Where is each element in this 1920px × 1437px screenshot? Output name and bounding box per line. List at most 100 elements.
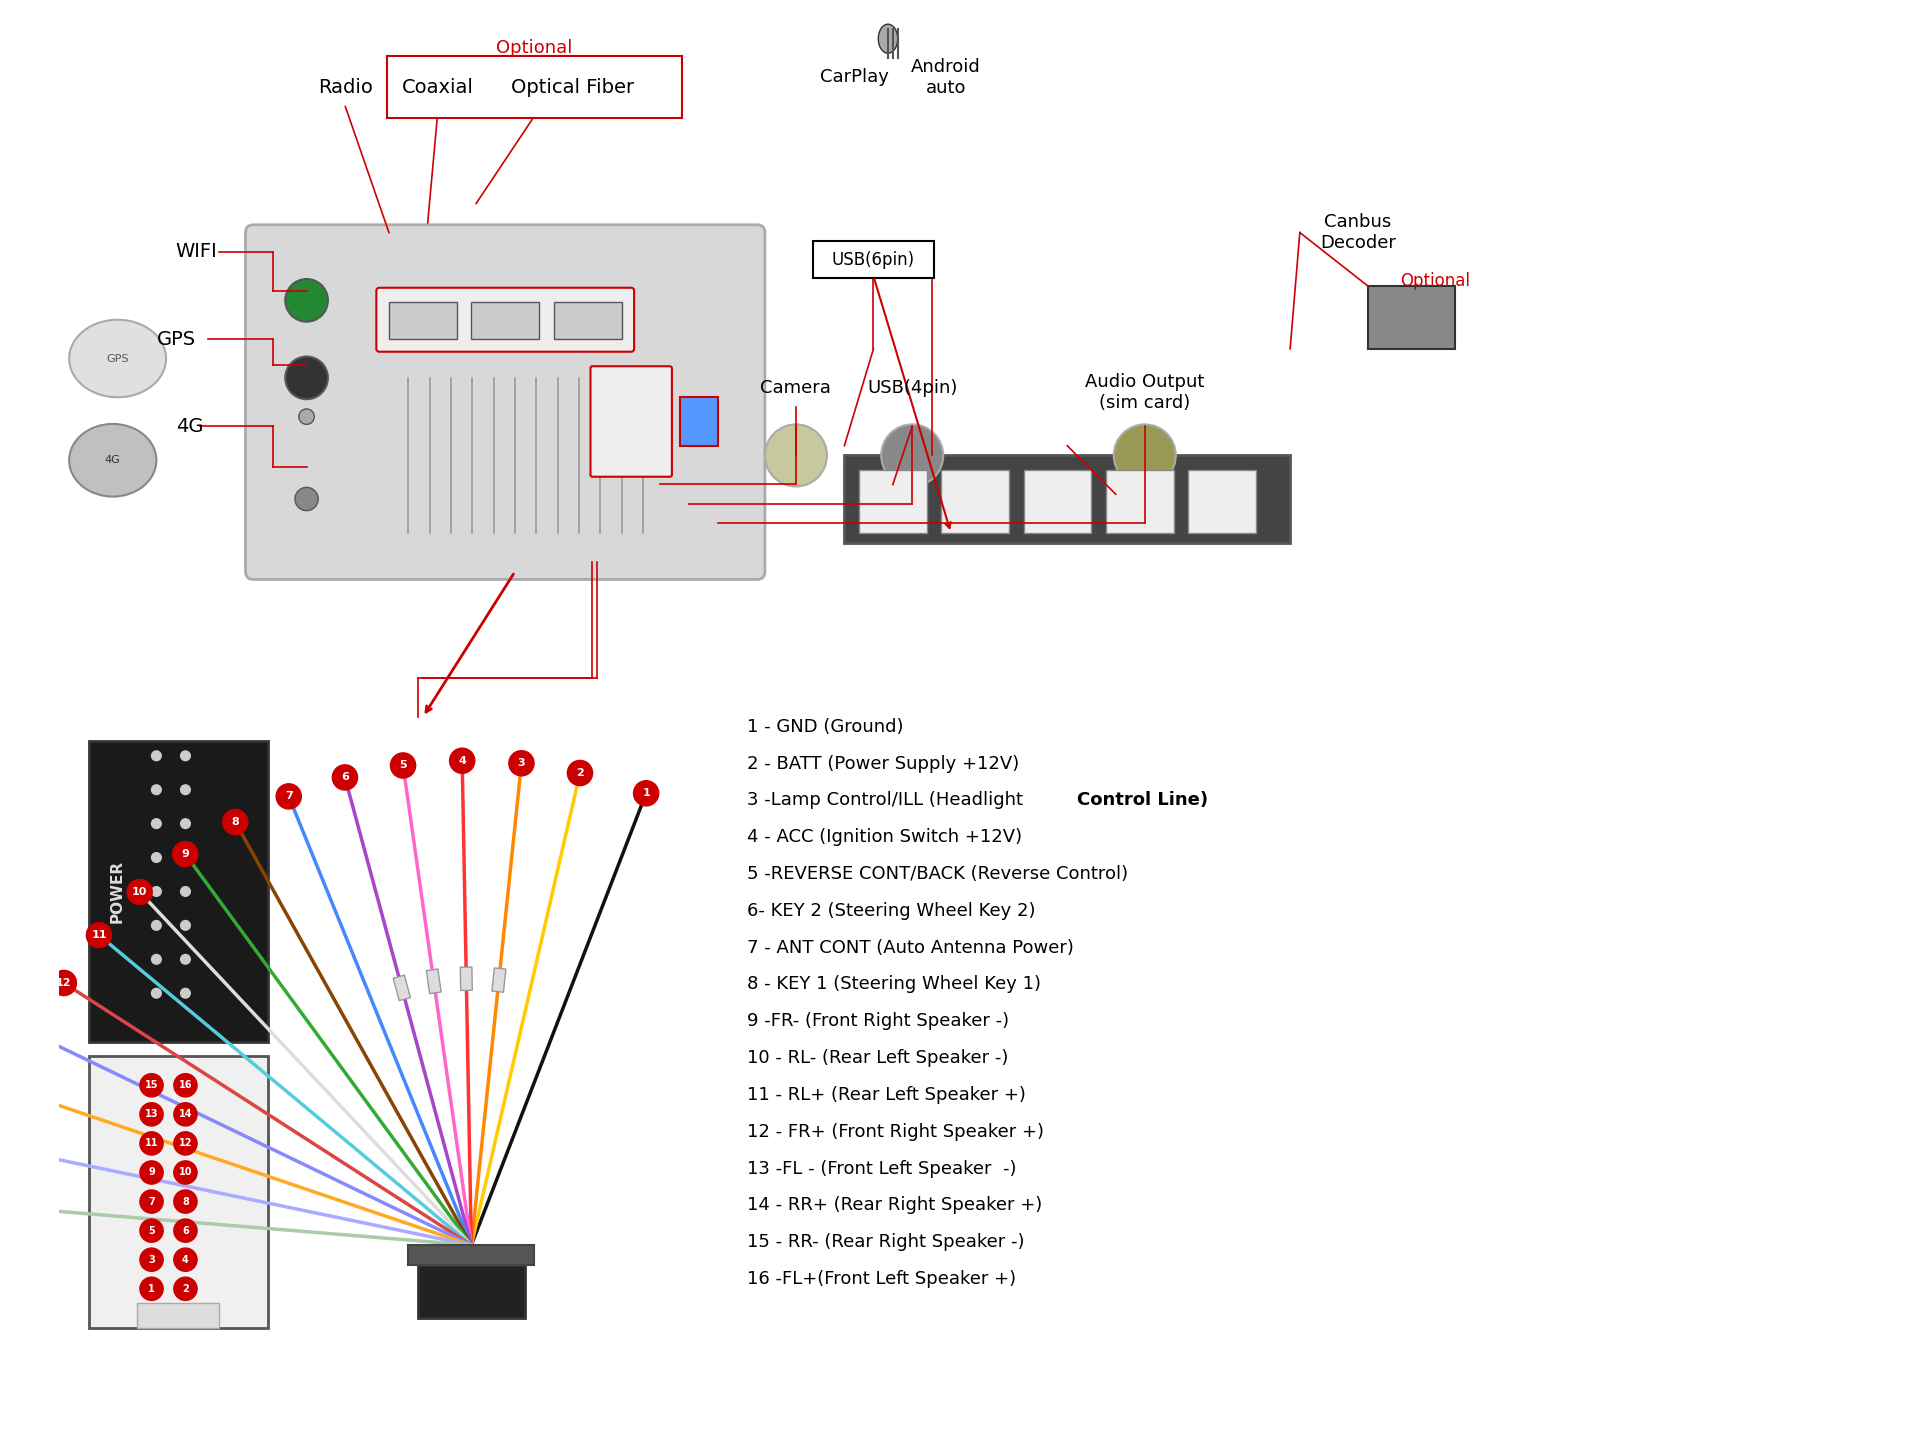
Circle shape [180, 752, 190, 760]
Circle shape [881, 424, 943, 486]
Circle shape [152, 954, 161, 964]
Text: 16: 16 [179, 1081, 192, 1091]
Text: 4G: 4G [106, 456, 121, 466]
Circle shape [0, 1134, 10, 1160]
Circle shape [175, 1073, 198, 1096]
Circle shape [140, 1073, 163, 1096]
Text: 12: 12 [56, 979, 71, 989]
Circle shape [180, 819, 190, 829]
Circle shape [509, 750, 534, 776]
Text: Camera: Camera [760, 378, 831, 397]
Text: CarPlay: CarPlay [820, 69, 889, 86]
Text: 13: 13 [144, 1109, 157, 1119]
Text: 14 - RR+ (Rear Right Speaker +): 14 - RR+ (Rear Right Speaker +) [747, 1197, 1043, 1214]
Circle shape [296, 487, 319, 510]
Text: 3: 3 [518, 759, 526, 769]
Bar [426, 969, 442, 993]
Bar [845, 456, 1290, 543]
Text: 13: 13 [27, 1030, 42, 1040]
Circle shape [568, 760, 593, 786]
Circle shape [180, 921, 190, 930]
Text: 14: 14 [4, 1085, 21, 1095]
Bar [470, 302, 540, 339]
Text: 5: 5 [399, 760, 407, 770]
Text: GPS: GPS [156, 329, 196, 349]
Text: Canbus
Decoder: Canbus Decoder [1321, 213, 1396, 251]
Bar [1106, 470, 1173, 533]
Circle shape [300, 410, 315, 424]
Text: 16 -FL+(Front Left Speaker +): 16 -FL+(Front Left Speaker +) [747, 1270, 1016, 1288]
Circle shape [332, 764, 357, 790]
Circle shape [390, 753, 415, 777]
FancyBboxPatch shape [376, 287, 634, 352]
Text: 1: 1 [148, 1283, 156, 1293]
Text: 8: 8 [232, 818, 240, 828]
Text: 5 -REVERSE CONT/BACK (Reverse Control): 5 -REVERSE CONT/BACK (Reverse Control) [747, 865, 1129, 882]
Text: Coaxial: Coaxial [401, 78, 474, 96]
Circle shape [140, 1161, 163, 1184]
Text: 2 - BATT (Power Supply +12V): 2 - BATT (Power Supply +12V) [747, 754, 1020, 773]
Bar [394, 976, 411, 1000]
Text: 7: 7 [284, 792, 292, 802]
Circle shape [1114, 424, 1175, 486]
Bar [88, 1056, 267, 1328]
Circle shape [152, 752, 161, 760]
Bar [553, 302, 622, 339]
FancyBboxPatch shape [388, 56, 682, 118]
Text: USB(6pin): USB(6pin) [831, 250, 916, 269]
Circle shape [152, 785, 161, 795]
Circle shape [286, 356, 328, 399]
Text: 9: 9 [148, 1167, 156, 1177]
Text: USB(4pin): USB(4pin) [868, 378, 958, 397]
Text: 10: 10 [179, 1167, 192, 1177]
Circle shape [140, 1102, 163, 1127]
Text: 14: 14 [179, 1109, 192, 1119]
Circle shape [140, 1277, 163, 1300]
Text: 15 - RR- (Rear Right Speaker -): 15 - RR- (Rear Right Speaker -) [747, 1233, 1025, 1252]
Text: 9: 9 [180, 849, 190, 859]
Text: 8 - KEY 1 (Steering Wheel Key 1): 8 - KEY 1 (Steering Wheel Key 1) [747, 976, 1041, 993]
Text: GPS: GPS [106, 354, 129, 364]
Text: 6: 6 [182, 1226, 188, 1236]
Text: 1: 1 [643, 789, 651, 799]
Text: 11 - RL+ (Rear Left Speaker +): 11 - RL+ (Rear Left Speaker +) [747, 1086, 1027, 1104]
FancyBboxPatch shape [246, 224, 764, 579]
Circle shape [634, 780, 659, 806]
Text: 5: 5 [148, 1226, 156, 1236]
Circle shape [223, 809, 248, 835]
Circle shape [140, 1132, 163, 1155]
Text: 13 -FL - (Front Left Speaker  -): 13 -FL - (Front Left Speaker -) [747, 1160, 1018, 1177]
FancyBboxPatch shape [591, 366, 672, 477]
Ellipse shape [69, 320, 165, 397]
Bar [1367, 286, 1455, 349]
Text: 3: 3 [148, 1255, 156, 1265]
Circle shape [449, 749, 474, 773]
Text: 3 -Lamp Control/ILL (Headlight: 3 -Lamp Control/ILL (Headlight [747, 792, 1029, 809]
Text: 4G: 4G [177, 417, 204, 435]
Text: 11: 11 [92, 930, 108, 940]
Circle shape [140, 1219, 163, 1242]
Circle shape [23, 1022, 48, 1048]
Circle shape [175, 1249, 198, 1272]
Circle shape [175, 1219, 198, 1242]
Text: POWER: POWER [109, 859, 125, 923]
Text: WIFI: WIFI [177, 243, 217, 262]
Circle shape [173, 842, 198, 867]
Circle shape [152, 852, 161, 862]
Text: 15: 15 [0, 1142, 4, 1152]
Text: 15: 15 [144, 1081, 157, 1091]
Circle shape [175, 1277, 198, 1300]
Circle shape [152, 819, 161, 829]
Bar [680, 397, 718, 445]
Circle shape [52, 970, 77, 996]
FancyBboxPatch shape [814, 241, 933, 279]
Circle shape [180, 785, 190, 795]
Text: 2: 2 [576, 767, 584, 777]
Bar [1023, 470, 1091, 533]
Circle shape [0, 1078, 25, 1102]
Text: 7 - ANT CONT (Auto Antenna Power): 7 - ANT CONT (Auto Antenna Power) [747, 938, 1075, 957]
Text: 4 - ACC (Ignition Switch +12V): 4 - ACC (Ignition Switch +12V) [747, 828, 1023, 846]
Circle shape [286, 279, 328, 322]
Text: 10 - RL- (Rear Left Speaker -): 10 - RL- (Rear Left Speaker -) [747, 1049, 1008, 1068]
Text: 12: 12 [179, 1138, 192, 1148]
